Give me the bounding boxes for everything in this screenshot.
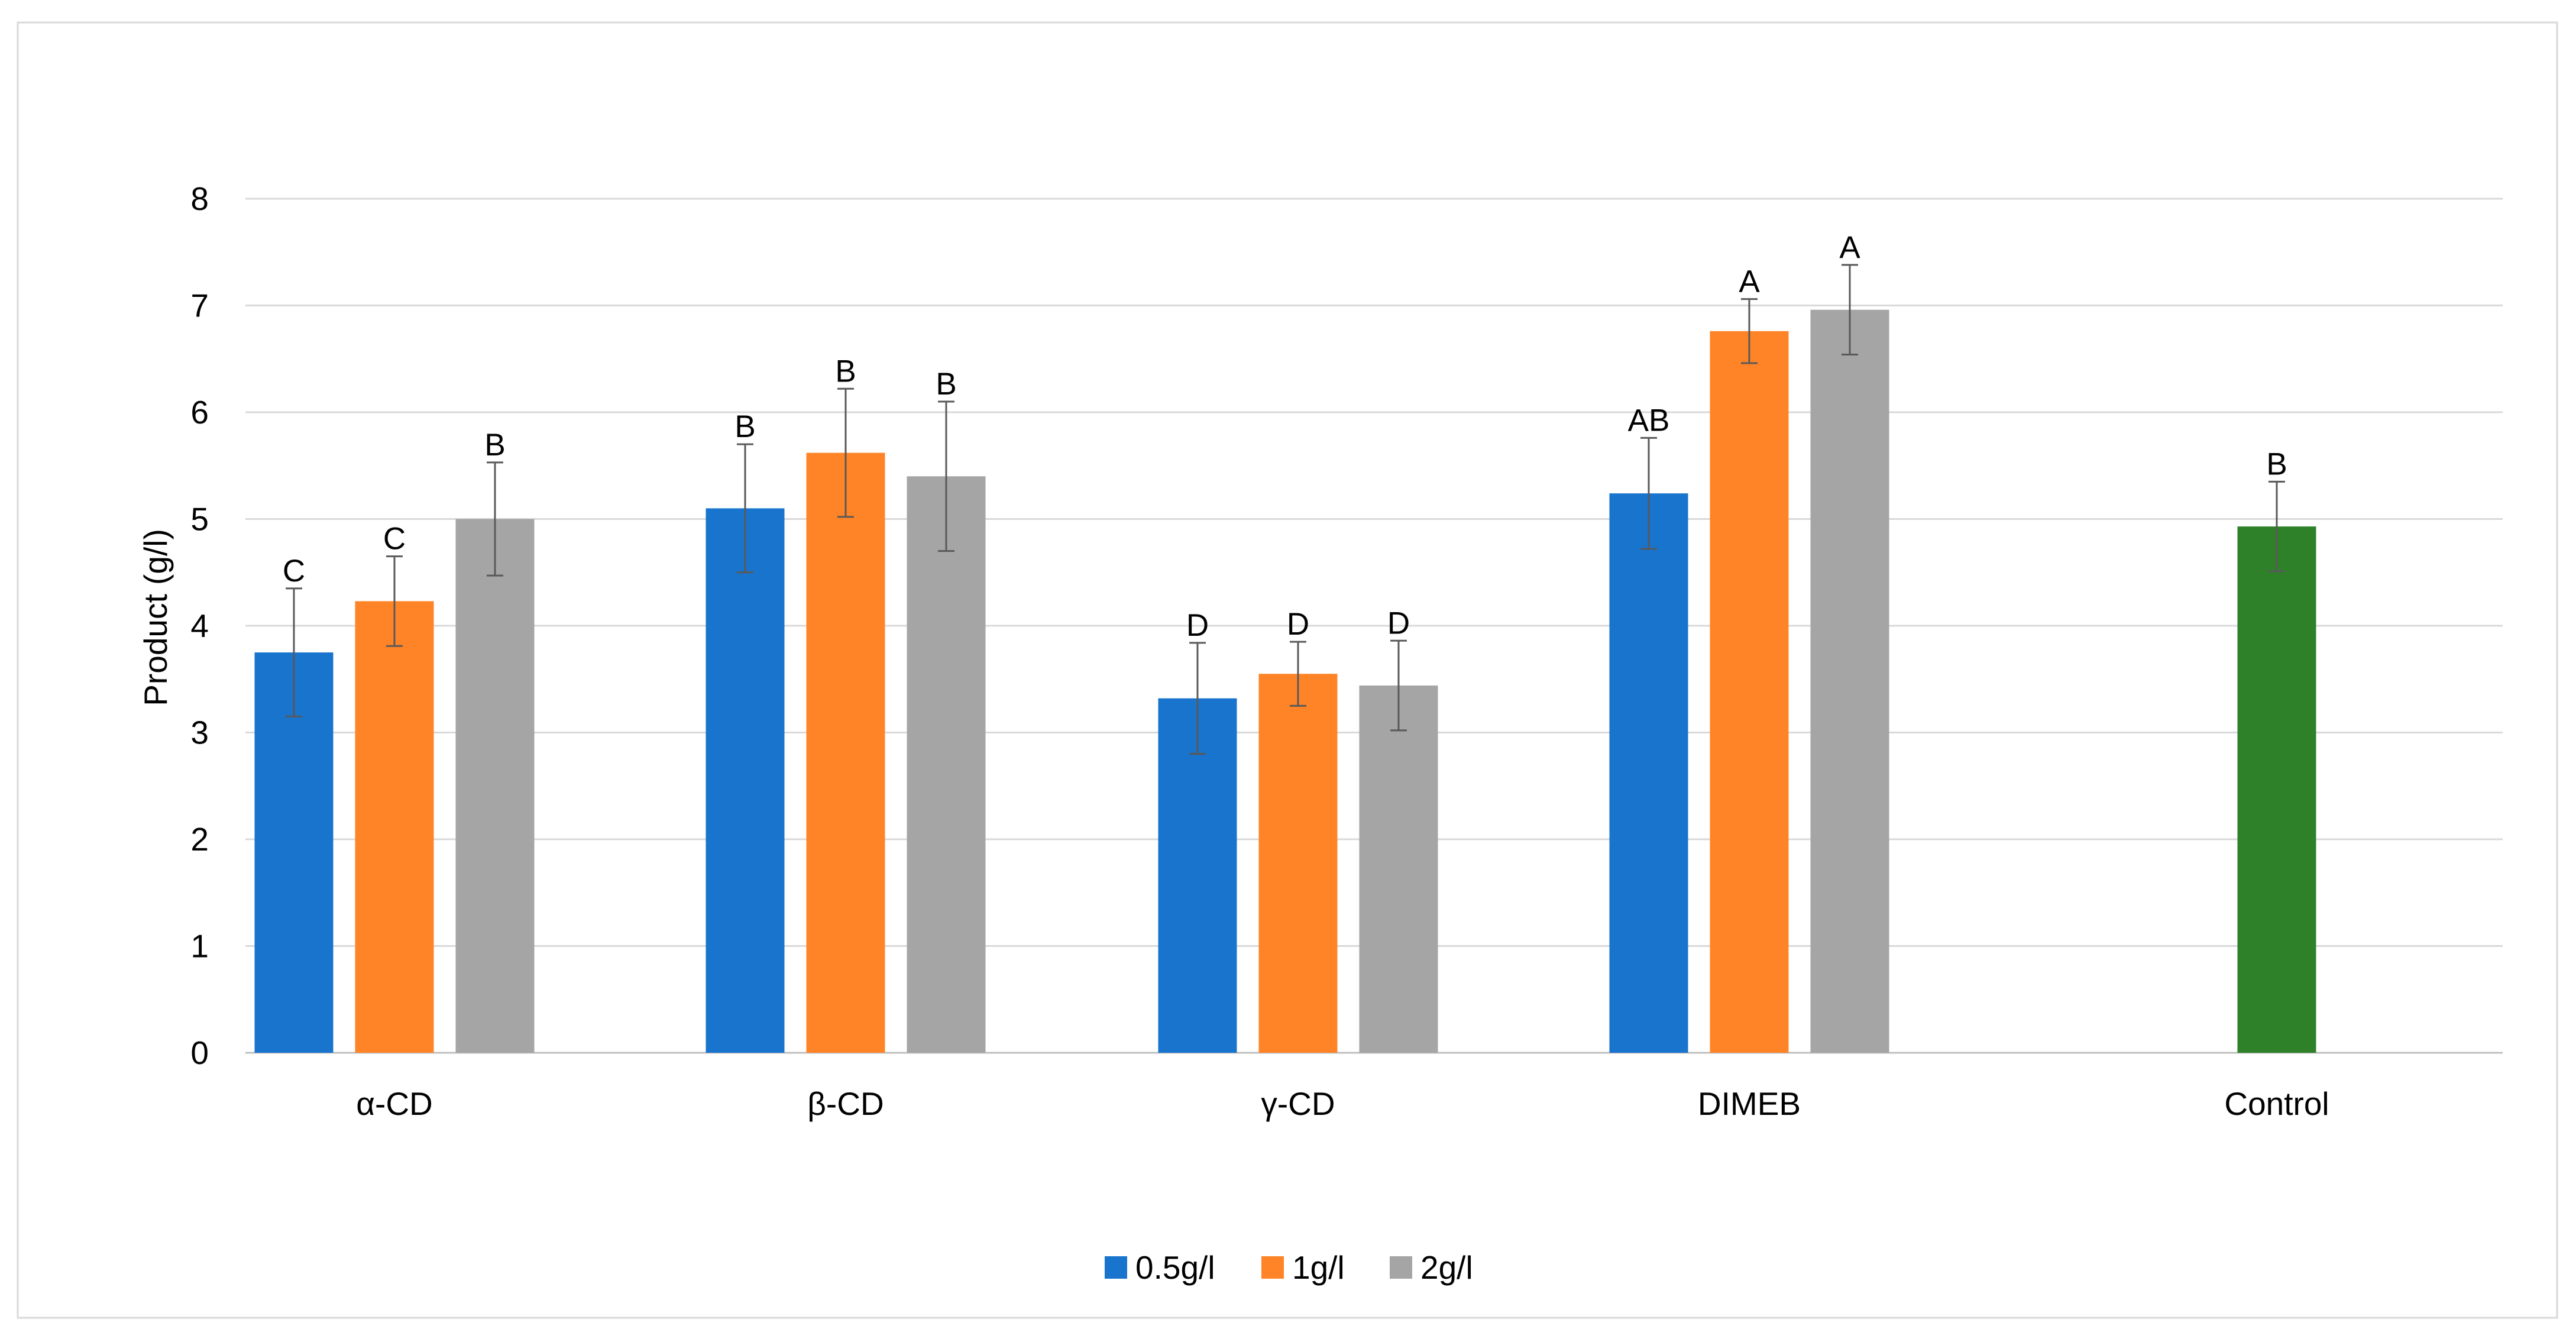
y-tick-label: 5 (190, 501, 209, 538)
significance-label: B (835, 354, 856, 389)
significance-label: AB (1628, 403, 1670, 438)
axes: 0 1 2 3 4 5 6 7 8 α-CD β-CD γ-CD DIMEB Control (190, 180, 2329, 1122)
significance-label: D (1287, 607, 1309, 642)
bar (806, 452, 885, 1053)
error-bars (286, 264, 2285, 755)
bar (907, 476, 986, 1053)
legend-swatch (1261, 1256, 1284, 1279)
y-tick-label: 1 (190, 928, 209, 965)
legend-label: 2g/l (1420, 1249, 1473, 1286)
significance-label: B (484, 428, 505, 463)
y-tick-label: 7 (190, 287, 209, 324)
significance-label: C (383, 522, 406, 557)
legend-swatch (1390, 1256, 1412, 1279)
bar (455, 519, 535, 1053)
significance-label: B (936, 367, 956, 402)
legend-swatch (1105, 1256, 1127, 1279)
significance-label: C (283, 554, 305, 588)
bar (1258, 674, 1338, 1053)
bar (706, 508, 785, 1053)
legend: 0.5g/l 1g/l 2g/l (1105, 1249, 1473, 1286)
legend-label: 0.5g/l (1135, 1249, 1215, 1286)
y-tick-label: 3 (190, 714, 209, 751)
x-category-label: γ-CD (1261, 1085, 1335, 1122)
bar (1609, 493, 1688, 1053)
x-category-label: DIMEB (1698, 1085, 1801, 1122)
gridlines (245, 198, 2503, 1054)
significance-label: D (1186, 608, 1209, 643)
significance-label: D (1387, 606, 1410, 641)
significance-label: B (2266, 447, 2287, 481)
y-axis-title: Product (g/l) (137, 529, 174, 706)
x-category-label: α-CD (356, 1085, 433, 1122)
bar (1359, 685, 1438, 1053)
bar (1710, 331, 1789, 1053)
bars (254, 309, 2316, 1053)
significance-label: A (1839, 230, 1860, 265)
bar (1810, 309, 1889, 1053)
y-tick-label: 0 (190, 1034, 209, 1071)
significance-label: B (734, 409, 755, 444)
bar (1158, 698, 1237, 1053)
bar (2237, 526, 2316, 1053)
x-category-label: β-CD (807, 1085, 884, 1122)
bar (254, 652, 334, 1053)
bar (355, 601, 434, 1053)
y-tick-label: 8 (190, 180, 209, 217)
y-tick-label: 4 (190, 607, 209, 644)
x-category-label: Control (2224, 1085, 2329, 1122)
chart-border (17, 21, 2558, 1319)
significance-label: A (1739, 264, 1760, 299)
y-tick-label: 6 (190, 394, 209, 431)
y-tick-label: 2 (190, 821, 209, 858)
legend-label: 1g/l (1292, 1249, 1345, 1286)
